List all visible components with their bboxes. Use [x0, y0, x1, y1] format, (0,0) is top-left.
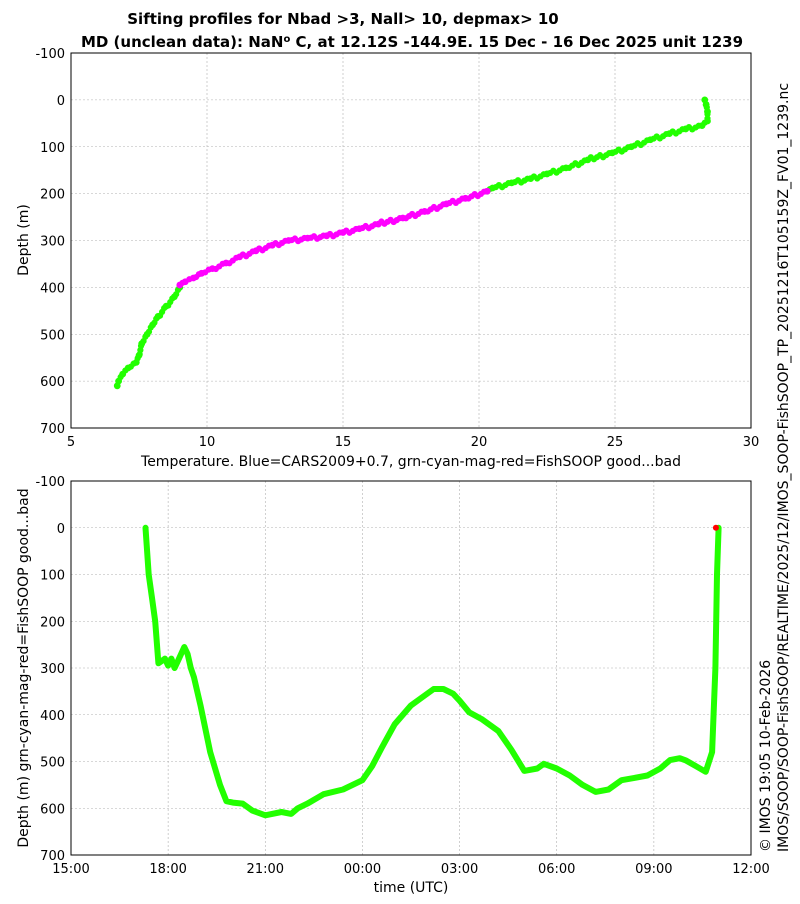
depth-time-x-tick-label: 00:00: [344, 862, 381, 877]
depth-time-plot: 15:00 18:00 21:00 00:00 03:00 06:00 09:00 12:00…: [16, 475, 770, 896]
profile-y-tick-label: -100: [35, 47, 65, 62]
profile-x-tick-label: 5: [67, 435, 75, 450]
depth-time-y-tick-label: 100: [40, 569, 65, 584]
side-path-text: IMOS/SOOP/SOOP-FishSOOP/REALTIME/2025/12…: [776, 83, 792, 852]
depth-time-x-tick-label: 06:00: [538, 862, 575, 877]
profile-x-tick-label: 30: [743, 435, 760, 450]
profile-y-tick-label: 700: [40, 422, 65, 437]
depth-time-x-label: time (UTC): [374, 880, 449, 896]
profile-grid: [71, 53, 751, 428]
profile-y-label: Depth (m): [16, 204, 32, 276]
profile-x-tick-label: 10: [199, 435, 216, 450]
depth-time-start-marker: [712, 524, 719, 531]
profile-point-good: [704, 111, 711, 118]
depth-time-plot-frame: [70, 480, 752, 856]
depth-time-y-tick-label: 700: [40, 849, 65, 864]
profile-y-tick-label: 500: [40, 328, 65, 343]
depth-time-x-tick-label: 18:00: [149, 862, 186, 877]
depth-time-y-tick-label: 600: [40, 802, 65, 817]
profile-y-tick-label: 0: [57, 94, 65, 109]
depth-time-ticks: 15:00 18:00 21:00 00:00 03:00 06:00 09:00 12:00…: [35, 475, 769, 877]
profile-y-tick-label: 100: [40, 141, 65, 156]
profile-y-tick-label: 300: [40, 235, 65, 250]
depth-time-grid: [71, 481, 751, 855]
profile-x-tick-label: 20: [471, 435, 488, 450]
depth-time-y-tick-label: 200: [40, 615, 65, 630]
side-copyright-text: © IMOS 19:05 10-Feb-2026: [758, 660, 774, 852]
profile-points: [113, 96, 711, 390]
depth-time-x-tick-label: 09:00: [635, 862, 672, 877]
profile-y-tick-label: 400: [40, 281, 65, 296]
profile-point-suspect: [176, 281, 184, 289]
depth-time-x-tick-label: 12:00: [732, 862, 769, 877]
profile-ticks: 5 10 15 20 25 30 -100 0 100 200 300 400 500 600 700: [35, 47, 759, 450]
depth-time-y-tick-label: 300: [40, 662, 65, 677]
depth-time-y-tick-label: -100: [35, 475, 65, 490]
title-line-2: MD (unclean data): NaNo C, at 12.12S -14…: [81, 33, 743, 51]
depth-time-x-tick-label: 03:00: [441, 862, 478, 877]
profile-x-label: Temperature. Blue=CARS2009+0.7, grn-cyan…: [140, 454, 681, 470]
depth-time-y-tick-label: 0: [57, 522, 65, 537]
profile-point-good: [113, 382, 121, 390]
profile-plot-frame: [70, 52, 752, 429]
profile-scatter-plot: 5 10 15 20 25 30 -100 0 100 200 300 400 500 600 700 Te…: [16, 47, 759, 470]
profile-x-tick-label: 25: [607, 435, 624, 450]
depth-time-x-tick-label: 15:00: [52, 862, 89, 877]
depth-time-trace: [142, 524, 722, 819]
depth-time-series-line: [142, 524, 722, 819]
depth-time-x-tick-label: 21:00: [247, 862, 284, 877]
title-line-1: Sifting profiles for Nbad >3, Nall> 10, …: [127, 10, 558, 28]
profile-y-tick-label: 600: [40, 375, 65, 390]
profile-y-tick-label: 200: [40, 188, 65, 203]
depth-time-y-tick-label: 400: [40, 709, 65, 724]
depth-time-y-tick-label: 500: [40, 756, 65, 771]
profile-x-tick-label: 15: [335, 435, 352, 450]
depth-time-y-label: Depth (m) grn-cyan-mag-red=FishSOOP good…: [16, 488, 32, 847]
